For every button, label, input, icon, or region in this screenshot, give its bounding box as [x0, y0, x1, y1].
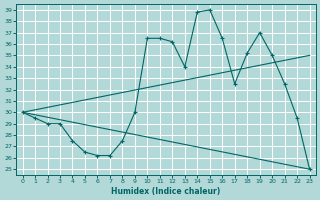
X-axis label: Humidex (Indice chaleur): Humidex (Indice chaleur) [111, 187, 221, 196]
